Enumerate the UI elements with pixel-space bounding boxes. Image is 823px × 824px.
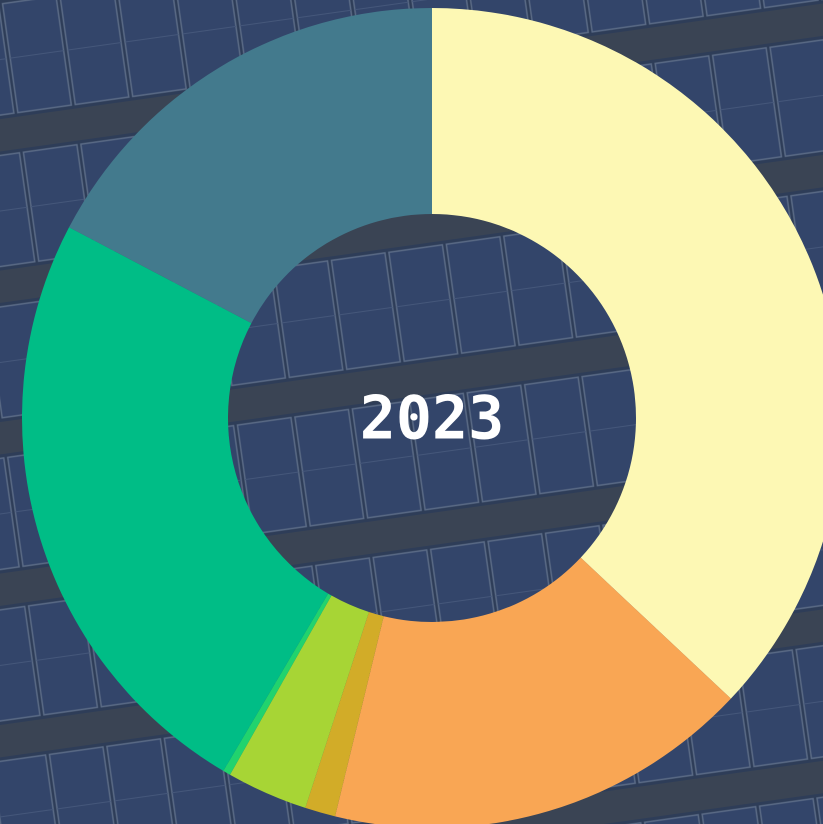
donut: [21, 8, 823, 824]
donut-slice: [223, 593, 332, 775]
donut-slice: [432, 8, 823, 699]
donut-slice: [69, 8, 432, 324]
donut-slice: [305, 612, 384, 817]
donut-slice: [229, 595, 369, 808]
donut-slice: [335, 557, 731, 824]
center-label: 2023: [360, 384, 505, 454]
donut-slice: [21, 227, 329, 771]
